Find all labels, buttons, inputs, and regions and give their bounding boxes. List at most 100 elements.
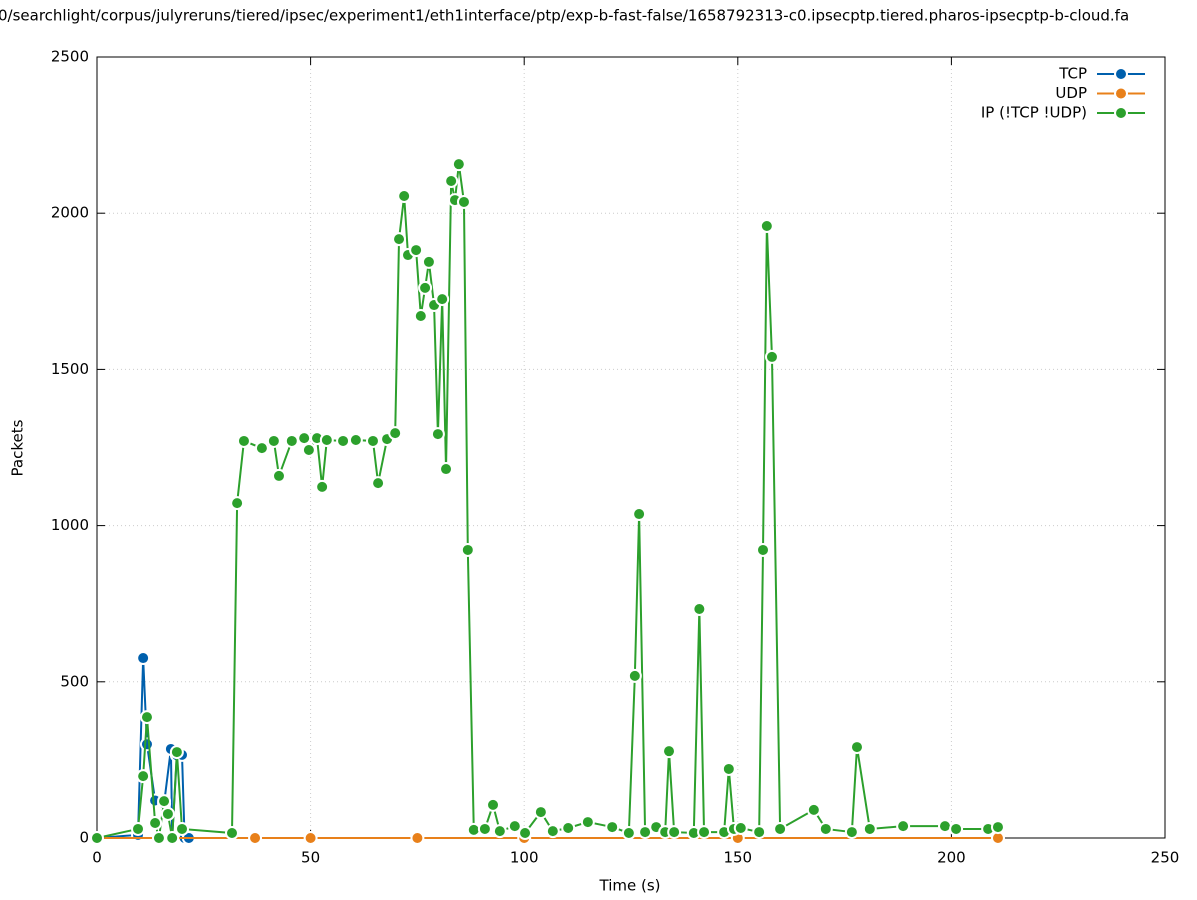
series — [90, 831, 1005, 845]
data-point — [486, 797, 501, 812]
data-point — [507, 819, 522, 834]
data-point — [421, 254, 436, 269]
data-point — [662, 744, 677, 759]
data-point — [365, 433, 380, 448]
chart-title: 0/searchlight/corpus/julyreruns/tiered/i… — [0, 7, 1129, 25]
data-point — [315, 479, 330, 494]
x-tick-label: 250 — [1151, 849, 1180, 867]
data-point — [444, 174, 459, 189]
data-point — [561, 821, 576, 836]
series — [90, 157, 1005, 845]
data-point — [451, 157, 466, 172]
data-point — [348, 433, 363, 448]
data-point — [271, 468, 286, 483]
data-point — [733, 821, 748, 836]
data-point — [266, 433, 281, 448]
data-point — [336, 433, 351, 448]
data-point — [721, 761, 736, 776]
legend-marker — [1114, 106, 1128, 120]
data-point — [151, 831, 166, 845]
data-point — [160, 806, 175, 821]
legend-marker — [1114, 67, 1128, 81]
y-tick-label: 500 — [60, 672, 89, 690]
data-point — [773, 821, 788, 836]
data-point — [236, 433, 251, 448]
data-point — [862, 821, 877, 836]
data-point — [136, 651, 151, 666]
data-point — [165, 831, 180, 845]
data-point — [896, 819, 911, 834]
y-tick-label: 1500 — [51, 360, 89, 378]
legend-label: UDP — [1055, 84, 1087, 102]
x-tick-label: 150 — [723, 849, 752, 867]
data-point — [492, 824, 507, 839]
data-point — [752, 825, 767, 840]
y-tick-label: 2000 — [51, 204, 89, 222]
y-axis-label: Packets — [9, 419, 27, 476]
data-point — [301, 442, 316, 457]
data-point — [849, 740, 864, 755]
data-point — [392, 232, 407, 247]
data-point — [667, 825, 682, 840]
data-point — [430, 427, 445, 442]
data-point — [990, 820, 1005, 835]
x-axis-label: Time (s) — [599, 877, 661, 895]
x-tick-label: 200 — [937, 849, 966, 867]
data-point — [692, 602, 707, 617]
data-point — [638, 825, 653, 840]
data-point — [937, 819, 952, 834]
data-point — [388, 426, 403, 441]
data-point — [139, 737, 154, 752]
data-point — [435, 292, 450, 307]
data-point — [949, 821, 964, 836]
data-point — [456, 194, 471, 209]
data-point — [169, 745, 184, 760]
data-point — [284, 433, 299, 448]
data-point — [410, 831, 425, 845]
data-point — [818, 821, 833, 836]
data-point — [90, 831, 104, 845]
legend-label: TCP — [1058, 65, 1087, 83]
data-point — [627, 668, 642, 683]
data-point — [397, 189, 412, 204]
data-point — [477, 821, 492, 836]
data-point — [303, 831, 318, 845]
data-point — [131, 821, 146, 836]
data-point — [136, 769, 151, 784]
data-point — [148, 816, 163, 831]
data-point — [764, 349, 779, 364]
data-point — [580, 815, 595, 830]
y-tick-label: 0 — [79, 829, 89, 847]
data-point — [224, 826, 239, 841]
data-point — [697, 825, 712, 840]
data-point — [248, 831, 263, 845]
x-tick-label: 0 — [92, 849, 102, 867]
data-point — [254, 441, 269, 456]
data-point — [621, 826, 636, 841]
y-tick-label: 1000 — [51, 516, 89, 534]
x-tick-label: 50 — [301, 849, 320, 867]
data-point — [518, 826, 533, 841]
data-point — [413, 308, 428, 323]
data-point — [806, 802, 821, 817]
data-point — [175, 821, 190, 836]
data-point — [844, 825, 859, 840]
data-point — [605, 820, 620, 835]
data-point — [230, 496, 245, 511]
data-point — [418, 280, 433, 295]
legend-marker — [1114, 86, 1128, 101]
legend-label: IP (!TCP !UDP) — [981, 104, 1087, 122]
data-point — [297, 431, 312, 446]
data-point — [371, 476, 386, 491]
data-point — [157, 794, 172, 809]
data-point — [139, 710, 154, 725]
data-point — [460, 542, 475, 557]
data-point — [319, 433, 334, 448]
data-point — [409, 243, 424, 258]
data-point — [759, 219, 774, 234]
x-tick-label: 100 — [510, 849, 539, 867]
y-tick-label: 2500 — [51, 48, 89, 66]
data-point — [756, 542, 771, 557]
